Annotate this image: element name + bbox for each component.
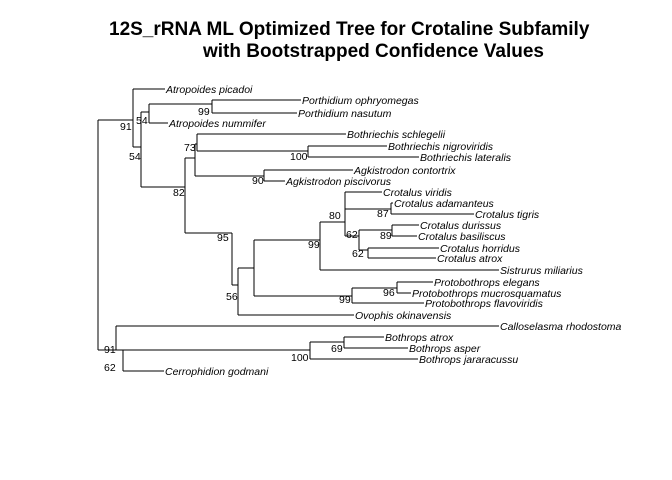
taxon-label-crotalus-adamanteus: Crotalus adamanteus xyxy=(394,198,495,210)
support-value-agkistrodon: 90 xyxy=(252,175,264,187)
support-value-porthidium: 99 xyxy=(198,106,210,118)
support-value-bothriechis-agkistrodon: 82 xyxy=(173,187,185,199)
support-value-lower-clade: 91 xyxy=(104,344,116,356)
taxon-label-bothriechis-schlegelii: Bothriechis schlegelii xyxy=(347,129,446,141)
taxon-label-porthidium-ophryomegas: Porthidium ophryomegas xyxy=(302,95,419,107)
taxon-label-sistrurus-miliarius: Sistrurus miliarius xyxy=(500,265,584,277)
title-line-1: 12S_rRNA ML Optimized Tree for Crotaline… xyxy=(109,19,590,40)
title-line-2: with Bootstrapped Confidence Values xyxy=(203,41,544,62)
taxon-label-bothriechis-nigroviridis: Bothriechis nigroviridis xyxy=(388,141,494,153)
taxon-label-crotalus-horridus: Crotalus horridus xyxy=(440,243,521,255)
support-value-protobothrops-pair: 96 xyxy=(383,287,395,299)
taxon-label-porthidium-nasutum: Porthidium nasutum xyxy=(298,108,392,120)
taxon-label-agkistrodon-piscivorus: Agkistrodon piscivorus xyxy=(285,176,392,188)
taxon-label-crotalus-tigris: Crotalus tigris xyxy=(475,209,540,221)
support-value-cerrophidion-split: 62 xyxy=(104,362,116,374)
support-value-bothrops: 100 xyxy=(291,352,309,364)
taxon-label-crotalus-atrox: Crotalus atrox xyxy=(437,253,503,265)
support-value-core-ovophis: 56 xyxy=(226,291,238,303)
support-value-bothrops-atrox-asper: 69 xyxy=(331,343,343,355)
support-value-core: 95 xyxy=(217,232,229,244)
support-value-protobothrops: 99 xyxy=(339,294,351,306)
support-value-porthidium-nummifer: 54 xyxy=(129,151,141,163)
support-value-crotalus-hor-atrox: 62 xyxy=(352,248,364,260)
support-value-bothriechis: 73 xyxy=(184,142,196,154)
support-value-atropoides-porthidium: 54 xyxy=(136,115,148,127)
tree-branches xyxy=(97,88,499,372)
taxon-label-calloselasma-rhodostoma: Calloselasma rhodostoma xyxy=(500,321,622,333)
taxon-label-atropoides-nummifer: Atropoides nummifer xyxy=(168,118,266,130)
taxon-label-ovophis-okinavensis: Ovophis okinavensis xyxy=(355,310,452,322)
taxon-label-crotalus-viridis: Crotalus viridis xyxy=(383,187,453,199)
taxon-label-protobothrops-flavoviridis: Protobothrops flavoviridis xyxy=(425,298,544,310)
support-value-crotalus-sistrurus: 99 xyxy=(308,239,320,251)
taxon-label-protobothrops-elegans: Protobothrops elegans xyxy=(434,277,540,289)
support-values: 99 54 91 73 54 100 90 82 87 80 62 89 95 … xyxy=(104,106,395,374)
taxon-label-bothrops-atrox: Bothrops atrox xyxy=(385,332,454,344)
support-value-crotalus: 80 xyxy=(329,210,341,222)
support-value-bothriechis-pair: 100 xyxy=(290,151,308,163)
taxon-labels: Atropoides picadoi Porthidium ophryomega… xyxy=(165,84,622,378)
taxon-label-bothrops-jararacussu: Bothrops jararacussu xyxy=(419,354,518,366)
taxon-label-atropoides-picadoi: Atropoides picadoi xyxy=(165,84,253,96)
support-value-crotalus-adam-tigris: 87 xyxy=(377,208,389,220)
taxon-label-bothriechis-lateralis: Bothriechis lateralis xyxy=(420,152,512,164)
taxon-label-bothrops-asper: Bothrops asper xyxy=(409,343,481,355)
taxon-label-cerrophidion-godmani: Cerrophidion godmani xyxy=(165,366,269,378)
taxon-label-crotalus-durissus: Crotalus durissus xyxy=(420,220,502,232)
support-value-root-upper: 91 xyxy=(120,121,132,133)
support-value-crotalus-inner: 62 xyxy=(346,229,358,241)
support-value-crotalus-dur-bas: 89 xyxy=(380,230,392,242)
taxon-label-protobothrops-mucrosquamatus: Protobothrops mucrosquamatus xyxy=(412,288,562,300)
taxon-label-agkistrodon-contortrix: Agkistrodon contortrix xyxy=(353,165,456,177)
taxon-label-crotalus-basiliscus: Crotalus basiliscus xyxy=(418,231,506,243)
